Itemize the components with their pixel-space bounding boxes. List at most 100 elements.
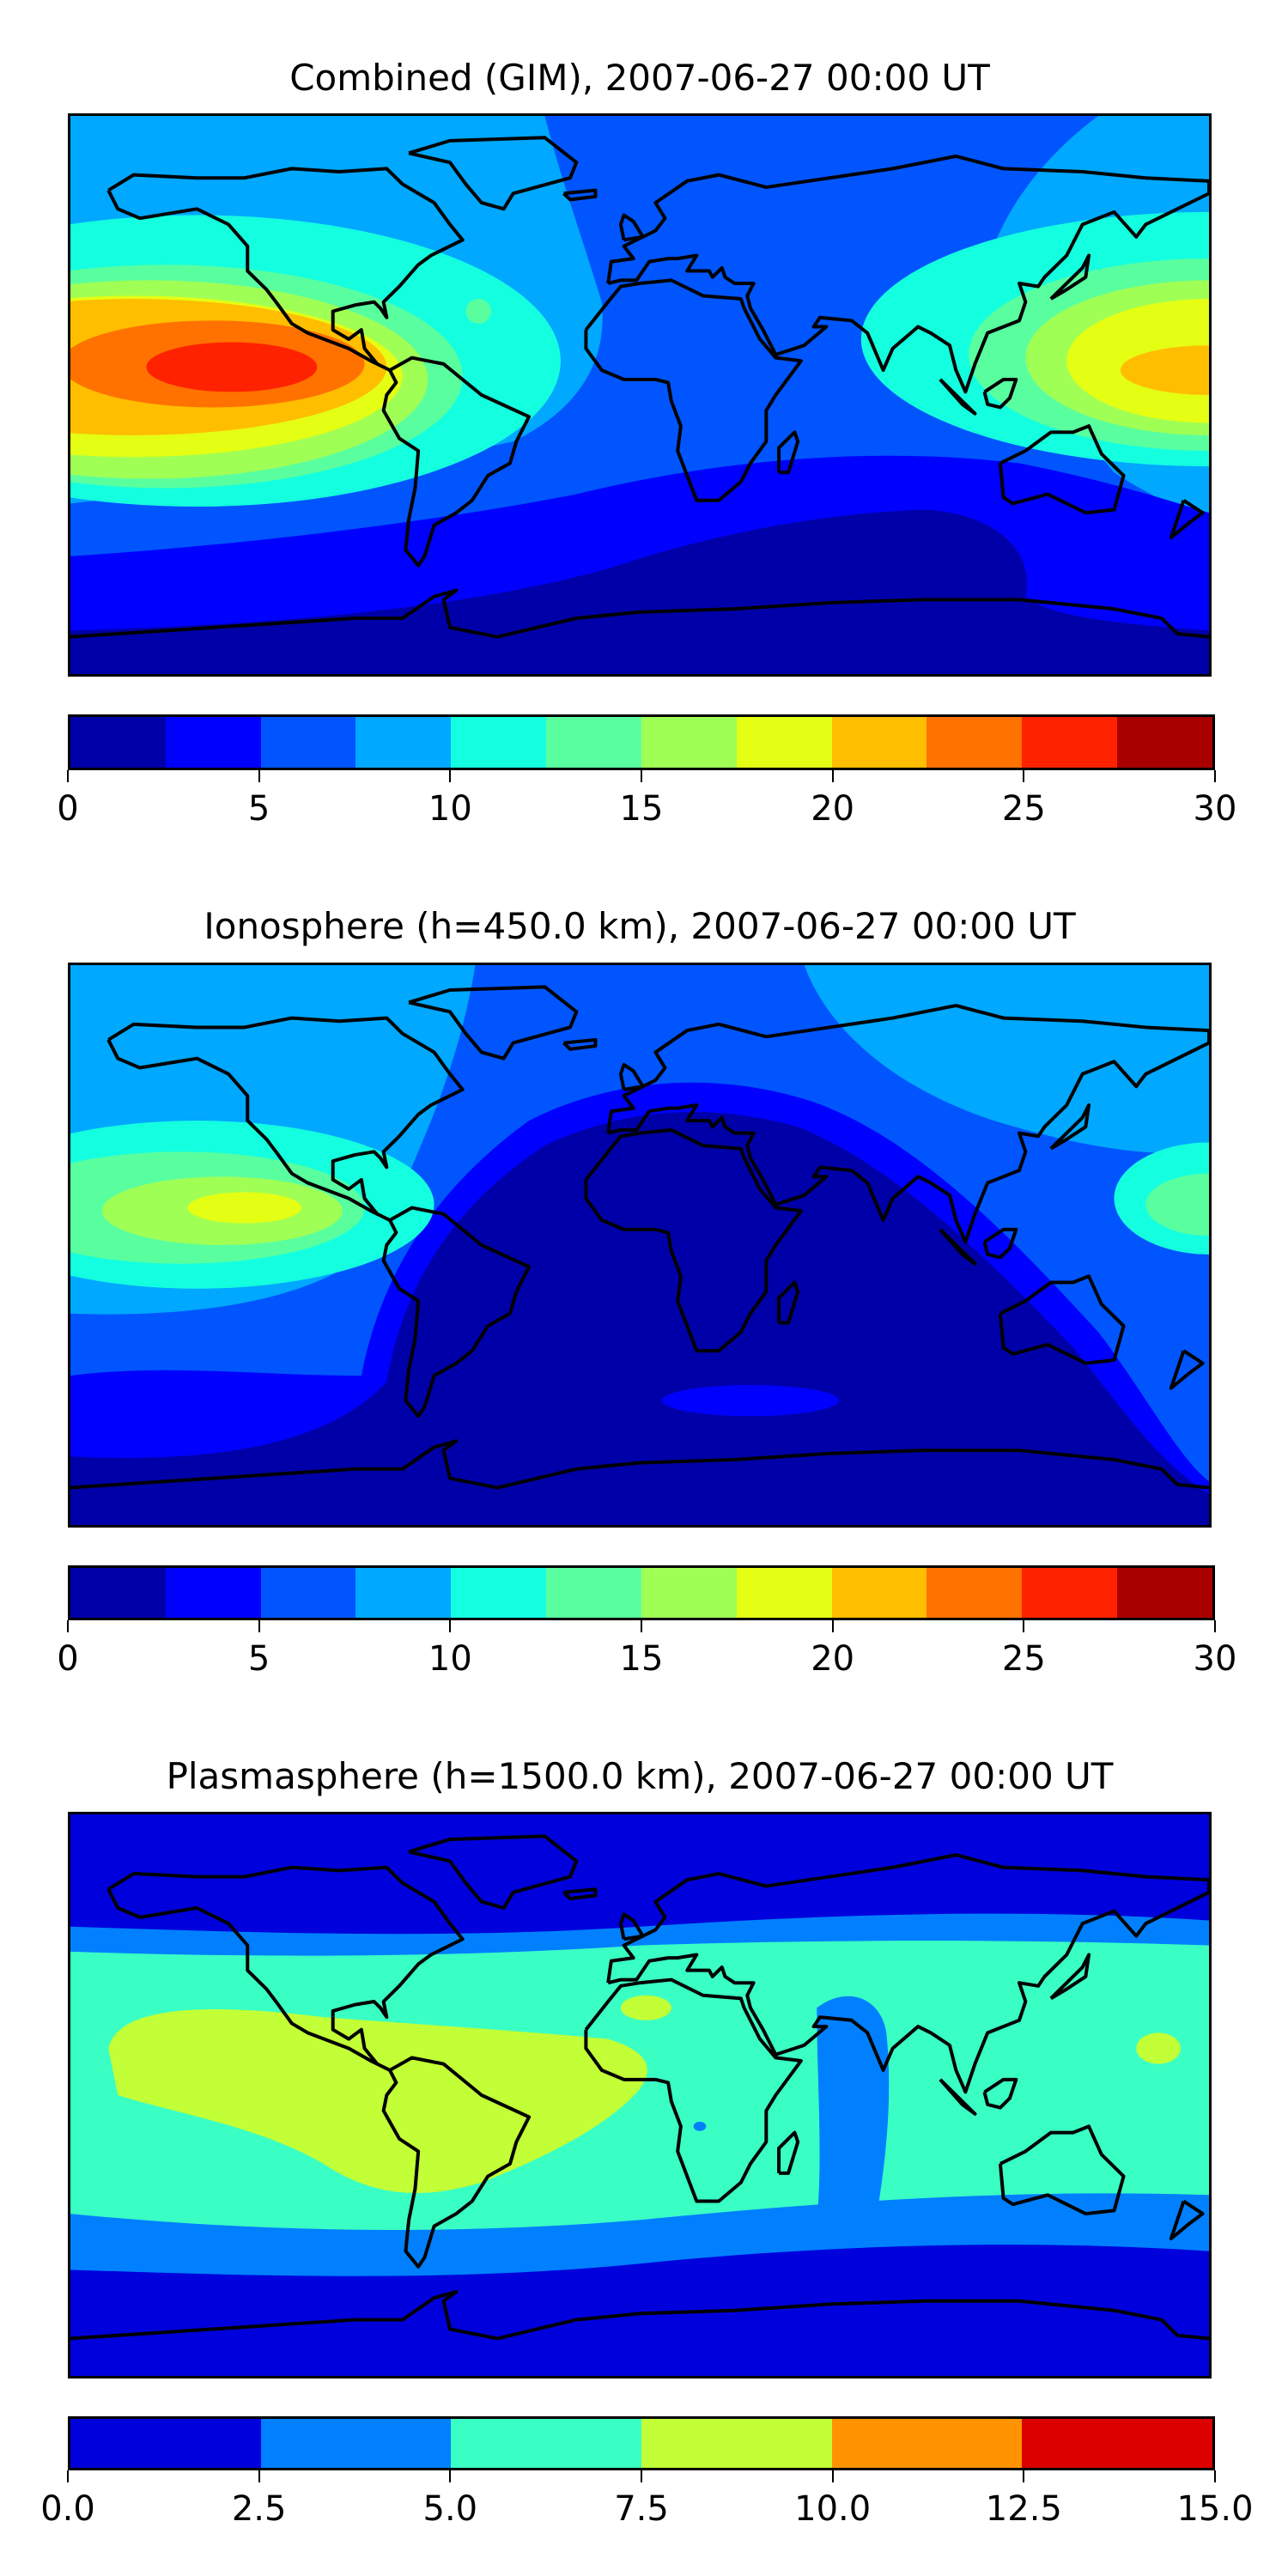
colorbar-tick-label: 0 bbox=[57, 789, 79, 829]
panel-1-contours bbox=[70, 116, 1209, 674]
contour-12.5-15-atlantic bbox=[465, 299, 491, 324]
colorbar-tick-label: 30 bbox=[1193, 789, 1237, 829]
colorbar-segment-20-22.5 bbox=[831, 1568, 927, 1618]
colorbar-segment-7.5-10 bbox=[641, 2419, 832, 2468]
colorbar-tick bbox=[67, 770, 69, 782]
colorbar-segment-22.5-25 bbox=[927, 717, 1023, 768]
panel-2-colorbar bbox=[68, 1565, 1215, 1620]
colorbar-tick-label: 25 bbox=[1001, 1639, 1046, 1679]
panel-1-title: Combined (GIM), 2007-06-27 00:00 UT bbox=[289, 57, 990, 99]
colorbar-segment-22.5-25 bbox=[927, 1568, 1023, 1618]
panel-1-colorbar-ticks: 0 5 10 15 20 25 30 bbox=[57, 770, 1236, 839]
colorbar-tick-label: 5.0 bbox=[422, 2489, 478, 2529]
colorbar-tick bbox=[641, 770, 642, 782]
colorbar-segment-5-7.5 bbox=[451, 2419, 642, 2468]
colorbar-tick-label: 15.0 bbox=[1176, 2489, 1254, 2529]
colorbar-tick bbox=[449, 1620, 452, 1632]
colorbar-segment-10-12.5 bbox=[451, 1568, 547, 1618]
colorbar-tick bbox=[1214, 1620, 1216, 1632]
contour-2.5-5-indian bbox=[661, 1385, 840, 1417]
colorbar-tick-label: 20 bbox=[811, 789, 855, 829]
colorbar-tick-label: 5 bbox=[247, 1639, 270, 1679]
colorbar-tick bbox=[831, 770, 834, 782]
panel-1-map bbox=[68, 113, 1212, 677]
colorbar-segment-27.5-30 bbox=[1117, 717, 1212, 768]
colorbar-segment-2.5-5 bbox=[165, 1568, 261, 1618]
colorbar-tick bbox=[258, 1620, 260, 1632]
colorbar-tick bbox=[67, 2470, 69, 2482]
panel-2-contours bbox=[70, 965, 1209, 1525]
colorbar-tick-label: 15 bbox=[619, 789, 664, 829]
colorbar-tick bbox=[1023, 1620, 1025, 1632]
panel-3-contours bbox=[70, 1814, 1209, 2376]
contour-25-27.5 bbox=[146, 342, 318, 392]
panel-1-colorbar bbox=[68, 714, 1215, 770]
colorbar-segment-17.5-20 bbox=[736, 1568, 832, 1618]
colorbar-tick-label: 10 bbox=[428, 789, 472, 829]
colorbar-tick-label: 2.5 bbox=[231, 2489, 287, 2529]
colorbar-tick bbox=[641, 2470, 642, 2482]
colorbar-tick-label: 30 bbox=[1193, 1639, 1237, 1679]
colorbar-tick bbox=[1214, 770, 1216, 782]
colorbar-tick bbox=[258, 2470, 260, 2482]
colorbar-tick-label: 20 bbox=[811, 1639, 855, 1679]
colorbar-segment-10-12.5 bbox=[451, 717, 547, 768]
contour-0-2.5 bbox=[70, 1111, 1209, 1525]
colorbar-tick-label: 12.5 bbox=[985, 2489, 1062, 2529]
colorbar-tick bbox=[1214, 2470, 1216, 2482]
contour-17.5-20 bbox=[187, 1192, 301, 1224]
colorbar-segment-2.5-5 bbox=[165, 717, 261, 768]
contour-0-2.5 bbox=[70, 509, 1209, 674]
colorbar-segment-7.5-10 bbox=[355, 1568, 452, 1618]
contour-2.5-5-indian bbox=[817, 1996, 890, 2221]
colorbar-segment-12.5-15 bbox=[546, 717, 641, 768]
colorbar-tick bbox=[67, 1620, 69, 1632]
panel-2-map bbox=[68, 963, 1212, 1528]
contour-7.5-10-pacific bbox=[1136, 2032, 1181, 2064]
panel-3-colorbar-ticks: 0.0 2.5 5.0 7.5 10.0 12.5 15.0 bbox=[40, 2470, 1254, 2539]
colorbar-segment-27.5-30 bbox=[1117, 1568, 1212, 1618]
colorbar-segment-0-2.5 bbox=[70, 717, 166, 768]
contour-2.5-5-spot bbox=[693, 2121, 707, 2131]
colorbar-tick-label: 0 bbox=[57, 1639, 79, 1679]
colorbar-tick-label: 7.5 bbox=[614, 2489, 669, 2529]
colorbar-segment-0-2.5 bbox=[70, 2419, 261, 2468]
colorbar-segment-5-7.5 bbox=[260, 717, 356, 768]
colorbar-segment-7.5-10 bbox=[355, 717, 452, 768]
colorbar-tick bbox=[831, 2470, 834, 2482]
panel-3-map bbox=[68, 1812, 1212, 2379]
colorbar-segment-12.5-15 bbox=[546, 1568, 641, 1618]
colorbar-tick-label: 25 bbox=[1001, 789, 1046, 829]
colorbar-segment-12.5-15 bbox=[1022, 2419, 1213, 2468]
panel-3-colorbar bbox=[68, 2416, 1215, 2470]
colorbar-segment-15-17.5 bbox=[641, 1568, 737, 1618]
panel-2-title: Ionosphere (h=450.0 km), 2007-06-27 00:0… bbox=[204, 905, 1076, 947]
contour-7.5-10 bbox=[108, 2009, 647, 2193]
colorbar-segment-10-12.5 bbox=[831, 2419, 1023, 2468]
contour-20-22.5-asia bbox=[1120, 345, 1209, 395]
colorbar-tick-label: 15 bbox=[619, 1639, 664, 1679]
colorbar-segment-2.5-5 bbox=[260, 2419, 452, 2468]
colorbar-tick bbox=[258, 770, 260, 782]
colorbar-tick bbox=[831, 1620, 834, 1632]
colorbar-tick bbox=[1023, 770, 1025, 782]
colorbar-tick bbox=[449, 770, 452, 782]
colorbar-segment-17.5-20 bbox=[736, 717, 832, 768]
contour-7.5-10-africa bbox=[620, 1995, 671, 2020]
colorbar-segment-20-22.5 bbox=[831, 717, 927, 768]
colorbar-tick bbox=[449, 2470, 452, 2482]
colorbar-segment-5-7.5 bbox=[260, 1568, 356, 1618]
colorbar-segment-25-27.5 bbox=[1022, 717, 1118, 768]
colorbar-segment-0-2.5 bbox=[70, 1568, 166, 1618]
colorbar-tick-label: 0.0 bbox=[40, 2489, 95, 2529]
colorbar-tick bbox=[1023, 2470, 1025, 2482]
colorbar-tick-label: 10.0 bbox=[794, 2489, 872, 2529]
colorbar-tick bbox=[641, 1620, 642, 1632]
colorbar-tick-label: 5 bbox=[247, 789, 270, 829]
panel-2-colorbar-ticks: 0 5 10 15 20 25 30 bbox=[57, 1620, 1236, 1689]
colorbar-tick-label: 10 bbox=[428, 1639, 472, 1679]
contour-12.5-15-asia bbox=[1145, 1173, 1209, 1236]
panel-3-title: Plasmasphere (h=1500.0 km), 2007-06-27 0… bbox=[166, 1755, 1114, 1797]
colorbar-segment-25-27.5 bbox=[1022, 1568, 1118, 1618]
colorbar-segment-15-17.5 bbox=[641, 717, 737, 768]
